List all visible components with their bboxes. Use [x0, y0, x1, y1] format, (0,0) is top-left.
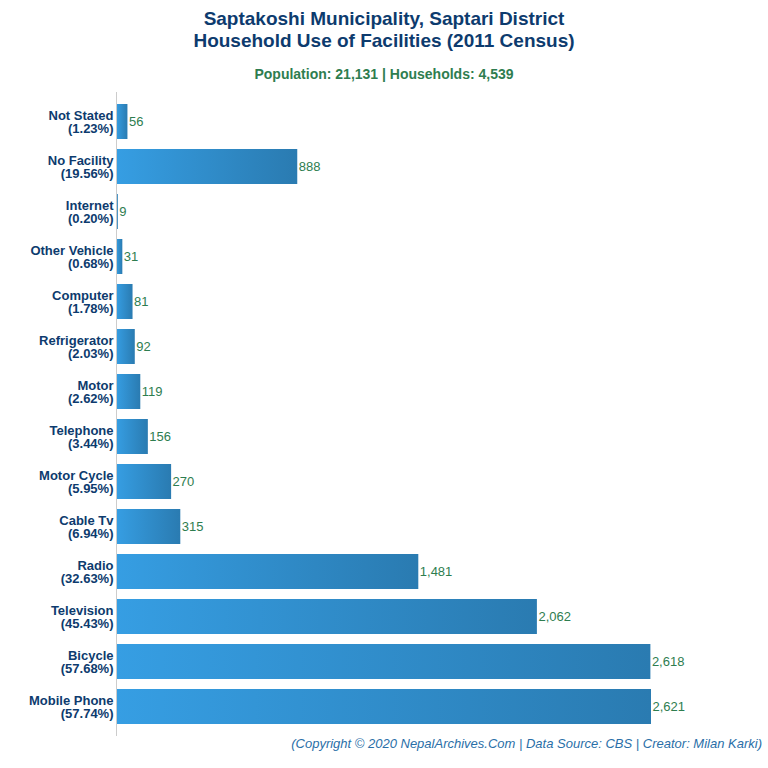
svg-text:2,618: 2,618: [652, 654, 685, 669]
svg-text:119: 119: [142, 384, 163, 399]
svg-text:Not Stated(1.23%): Not Stated(1.23%): [49, 108, 114, 137]
svg-text:92: 92: [136, 339, 150, 354]
html-text:Population: 21,131 | Household: Population: 21,131 | Households: 4,539: [254, 66, 514, 82]
svg-text:Refrigerator(2.03%): Refrigerator(2.03%): [39, 333, 113, 362]
svg-text:270: 270: [173, 474, 195, 489]
svg-text:Computer(1.78%): Computer(1.78%): [52, 288, 113, 317]
svg-text:9: 9: [119, 204, 126, 219]
svg-text:Motor(2.62%): Motor(2.62%): [68, 378, 114, 407]
svg-text:56: 56: [129, 114, 143, 129]
svg-text:Internet(0.20%): Internet(0.20%): [66, 198, 114, 227]
html-text:(Copyright © 2020 NepalArchive: (Copyright © 2020 NepalArchives.Com | Da…: [291, 736, 762, 751]
html-text:Saptakoshi Municipality, Sapta: Saptakoshi Municipality, Saptari Distric…: [193, 8, 575, 51]
svg-text:No Facility(19.56%): No Facility(19.56%): [48, 153, 115, 182]
svg-text:2,621: 2,621: [653, 699, 686, 714]
svg-text:1,481: 1,481: [420, 564, 453, 579]
svg-text:Telephone(3.44%): Telephone(3.44%): [49, 423, 113, 452]
svg-text:156: 156: [149, 429, 171, 444]
svg-text:81: 81: [134, 294, 148, 309]
svg-text:Cable Tv(6.94%): Cable Tv(6.94%): [59, 513, 114, 542]
svg-text:Bicycle(57.68%): Bicycle(57.68%): [61, 648, 114, 677]
svg-text:Television(45.43%): Television(45.43%): [51, 603, 114, 632]
svg-text:31: 31: [124, 249, 138, 264]
svg-text:888: 888: [299, 159, 321, 174]
svg-text:Mobile Phone(57.74%): Mobile Phone(57.74%): [29, 693, 114, 722]
svg-text:Radio(32.63%): Radio(32.63%): [61, 558, 114, 587]
svg-text:315: 315: [182, 519, 204, 534]
svg-text:Other Vehicle(0.68%): Other Vehicle(0.68%): [30, 243, 113, 272]
svg-text:Motor Cycle(5.95%): Motor Cycle(5.95%): [39, 468, 113, 497]
svg-text:2,062: 2,062: [538, 609, 571, 624]
